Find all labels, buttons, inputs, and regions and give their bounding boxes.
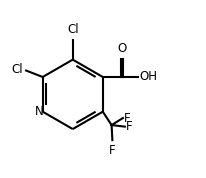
Text: F: F [109,144,116,157]
Text: F: F [126,120,133,133]
Text: N: N [34,105,43,118]
Text: O: O [118,42,127,55]
Text: Cl: Cl [67,23,78,36]
Text: F: F [124,111,131,124]
Text: OH: OH [140,70,158,83]
Text: Cl: Cl [12,63,23,76]
